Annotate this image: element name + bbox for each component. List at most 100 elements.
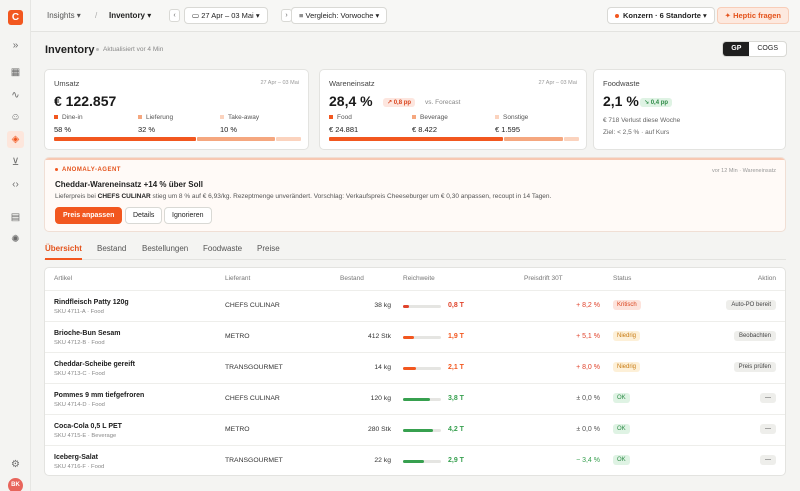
col-aktion[interactable]: Aktion <box>757 275 776 282</box>
anomaly-body: Lieferpreis bei CHEFS CULINAR stieg um 8… <box>55 193 552 200</box>
table-row[interactable]: Cheddar-Scheibe gereift SKU 4713-C · Food… <box>45 352 785 383</box>
tab-uebersicht[interactable]: Übersicht <box>45 244 82 253</box>
integrations-icon[interactable]: ✺ <box>11 234 20 245</box>
reach-bar <box>403 336 441 339</box>
kpi-value: 2,1 % <box>603 93 639 109</box>
anomaly-meta: vor 12 Min · Wareneinsatz <box>712 168 776 174</box>
foodwaste-loss: € 718 Verlust diese Woche <box>603 117 681 124</box>
compare-dropdown[interactable]: ≡ Vergleich: Vorwoche ▾ <box>291 7 388 24</box>
stock: 280 Stk <box>367 426 391 433</box>
code-icon[interactable]: ‹› <box>12 179 19 190</box>
delta-badge: ↘ 0,4 pp <box>640 98 673 107</box>
supplier: CHEFS CULINAR <box>225 302 280 309</box>
action-button[interactable]: Beobachten <box>733 331 776 341</box>
stock: 120 kg <box>370 395 391 402</box>
inventory-icon[interactable]: ◈ <box>7 131 24 148</box>
action-button[interactable]: Preis prüfen <box>733 362 776 372</box>
anomaly-alert: ANOMALY-AGENT vor 12 Min · Wareneinsatz … <box>44 157 786 232</box>
details-button[interactable]: Details <box>125 207 163 224</box>
users-icon[interactable]: ☺ <box>10 112 21 123</box>
gp-cogs-toggle[interactable]: GP COGS <box>722 41 787 57</box>
kpi-value: € 122.857 <box>54 93 117 109</box>
col-preisdrift[interactable]: Preisdrift 30T <box>524 275 563 282</box>
stock: 412 Stk <box>367 333 391 340</box>
settings-icon[interactable]: ⚙ <box>11 459 20 470</box>
legend-value-sonstige: € 1.595 <box>495 125 521 134</box>
anomaly-headline: Cheddar-Wareneinsatz +14 % über Soll <box>55 180 203 189</box>
table-row[interactable]: Iceberg-Salat SKU 4716-F · Food TRANSGOURM… <box>45 445 785 476</box>
calendar-icon: ▭ <box>192 11 200 20</box>
tab-foodwaste[interactable]: Foodwaste <box>203 244 243 253</box>
breadcrumb-separator: / <box>95 11 98 20</box>
foodwaste-target: Ziel: < 2,5 % · auf Kurs <box>603 129 670 136</box>
col-artikel[interactable]: Artikel <box>54 275 73 282</box>
action-button[interactable]: Auto-PO bereit <box>726 300 776 310</box>
col-lieferant[interactable]: Lieferant <box>225 275 251 282</box>
item-name: Pommes 9 mm tiefgefroren <box>54 392 145 399</box>
cart-icon[interactable]: ⊻ <box>11 157 20 168</box>
table-row[interactable]: Brioche-Bun Sesam SKU 4712-B · Food METRO 4… <box>45 321 785 352</box>
document-icon[interactable]: ▤ <box>10 212 21 223</box>
status-badge: Niedrig <box>613 362 641 372</box>
tab-bestand[interactable]: Bestand <box>97 244 127 253</box>
ignore-button[interactable]: Ignorieren <box>164 207 212 224</box>
tab-preise[interactable]: Preise <box>257 244 280 253</box>
share-segment <box>564 137 579 141</box>
status-badge: OK <box>613 455 630 465</box>
reach-value: 0,8 T <box>448 302 464 309</box>
heptic-ask-button[interactable]: ✦ Heptic fragen <box>716 7 789 24</box>
adjust-price-button[interactable]: Preis anpassen <box>55 207 123 224</box>
tab-bestellungen[interactable]: Bestellungen <box>142 244 189 253</box>
kpi-title: Umsatz <box>54 79 80 88</box>
date-range-picker[interactable]: ▭ 27 Apr – 03 Mai ▾ <box>184 7 268 24</box>
status-badge: Niedrig <box>613 331 641 341</box>
main-content: Inventory Aktualisiert vor 4 Min GP COGS… <box>31 32 800 491</box>
reach-fill <box>403 367 416 370</box>
toggle-cogs[interactable]: COGS <box>757 45 778 52</box>
supplier: METRO <box>225 426 250 433</box>
alert-accent <box>45 158 785 160</box>
legend-dine-in: Dine-in <box>54 114 83 121</box>
sparkle-icon: ✦ <box>724 11 731 20</box>
action-button[interactable]: — <box>760 424 776 434</box>
legend-lieferung: Lieferung <box>138 114 173 121</box>
reach-fill <box>403 460 424 463</box>
kpi-card-foodwaste: Foodwaste 2,1 % ↘ 0,4 pp € 718 Verlust d… <box>593 69 786 150</box>
toggle-gp[interactable]: GP <box>723 42 750 56</box>
kpi-value: 28,4 % <box>329 93 373 109</box>
share-segment <box>504 137 563 141</box>
reach-value: 4,2 T <box>448 426 464 433</box>
col-reichweite[interactable]: Reichweite <box>403 275 435 282</box>
kpi-date: 27 Apr – 03 Mai <box>260 80 299 86</box>
status-badge: Kritisch <box>613 300 641 310</box>
col-status[interactable]: Status <box>613 275 632 282</box>
action-button[interactable]: — <box>760 393 776 403</box>
stock: 38 kg <box>374 302 391 309</box>
delta-badge: ↗ 0,8 pp <box>383 98 416 107</box>
user-avatar[interactable]: BK <box>8 478 23 491</box>
legend-value-food: € 24.881 <box>329 125 359 134</box>
supplier: CHEFS CULINAR <box>225 395 280 402</box>
page-title: Inventory <box>45 44 95 56</box>
dashboard-icon[interactable]: ▦ <box>10 67 21 78</box>
table-row[interactable]: Pommes 9 mm tiefgefroren SKU 4714-D · Foo… <box>45 383 785 414</box>
item-name: Brioche-Bun Sesam <box>54 330 121 337</box>
col-bestand[interactable]: Bestand <box>340 275 364 282</box>
reach-bar <box>403 429 441 432</box>
prev-period-button[interactable]: ‹ <box>169 9 180 22</box>
breadcrumb-inventory[interactable]: Inventory ▾ <box>109 11 152 20</box>
chart-icon[interactable]: ∿ <box>11 90 20 101</box>
table-row[interactable]: Coca-Cola 0,5 L PET SKU 4715-E · Beverage… <box>45 414 785 445</box>
price-drift: + 5,1 % <box>576 333 600 340</box>
location-dropdown[interactable]: Konzern · 6 Standorte ▾ <box>607 7 715 24</box>
breadcrumb-insights[interactable]: Insights ▾ <box>47 11 81 20</box>
legend-sonstige: Sonstige <box>495 114 528 121</box>
table-row[interactable]: Rindfleisch Patty 120g SKU 4711-A · Food C… <box>45 290 785 321</box>
price-drift: ± 0,0 % <box>576 395 600 402</box>
action-button[interactable]: — <box>760 455 776 465</box>
collapse-icon[interactable]: » <box>12 40 19 51</box>
reach-bar <box>403 367 441 370</box>
supplier: METRO <box>225 333 250 340</box>
app-logo[interactable]: C <box>8 10 23 25</box>
legend-beverage: Beverage <box>412 114 448 121</box>
